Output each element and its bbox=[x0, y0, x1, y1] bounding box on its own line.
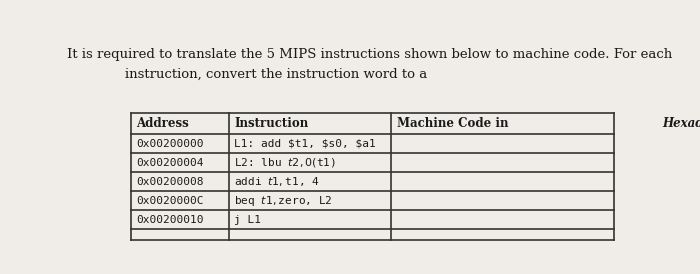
Text: addi $t1, $t1, 4: addi $t1, $t1, 4 bbox=[234, 175, 319, 188]
Text: beq $t1, $zero, L2: beq $t1, $zero, L2 bbox=[234, 194, 332, 208]
Text: j L1: j L1 bbox=[234, 215, 261, 225]
Text: L1: add $t1, $s0, $a1: L1: add $t1, $s0, $a1 bbox=[234, 139, 376, 149]
Text: It is required to translate the 5 MIPS instructions shown below to machine code.: It is required to translate the 5 MIPS i… bbox=[67, 48, 672, 61]
Text: Instruction: Instruction bbox=[234, 117, 308, 130]
Text: Hexadecimal: Hexadecimal bbox=[662, 117, 700, 130]
Text: 0x0020000C: 0x0020000C bbox=[136, 196, 204, 206]
Text: instruction, convert the instruction word to a: instruction, convert the instruction wor… bbox=[125, 68, 432, 81]
Text: L2: lbu $t2, 0($t1): L2: lbu $t2, 0($t1) bbox=[234, 156, 336, 169]
Text: 0x00200010: 0x00200010 bbox=[136, 215, 204, 225]
Text: Address: Address bbox=[136, 117, 189, 130]
Text: 0x00200004: 0x00200004 bbox=[136, 158, 204, 168]
Text: 0x00200008: 0x00200008 bbox=[136, 177, 204, 187]
Text: 0x00200000: 0x00200000 bbox=[136, 139, 204, 149]
Text: Machine Code in: Machine Code in bbox=[397, 117, 512, 130]
